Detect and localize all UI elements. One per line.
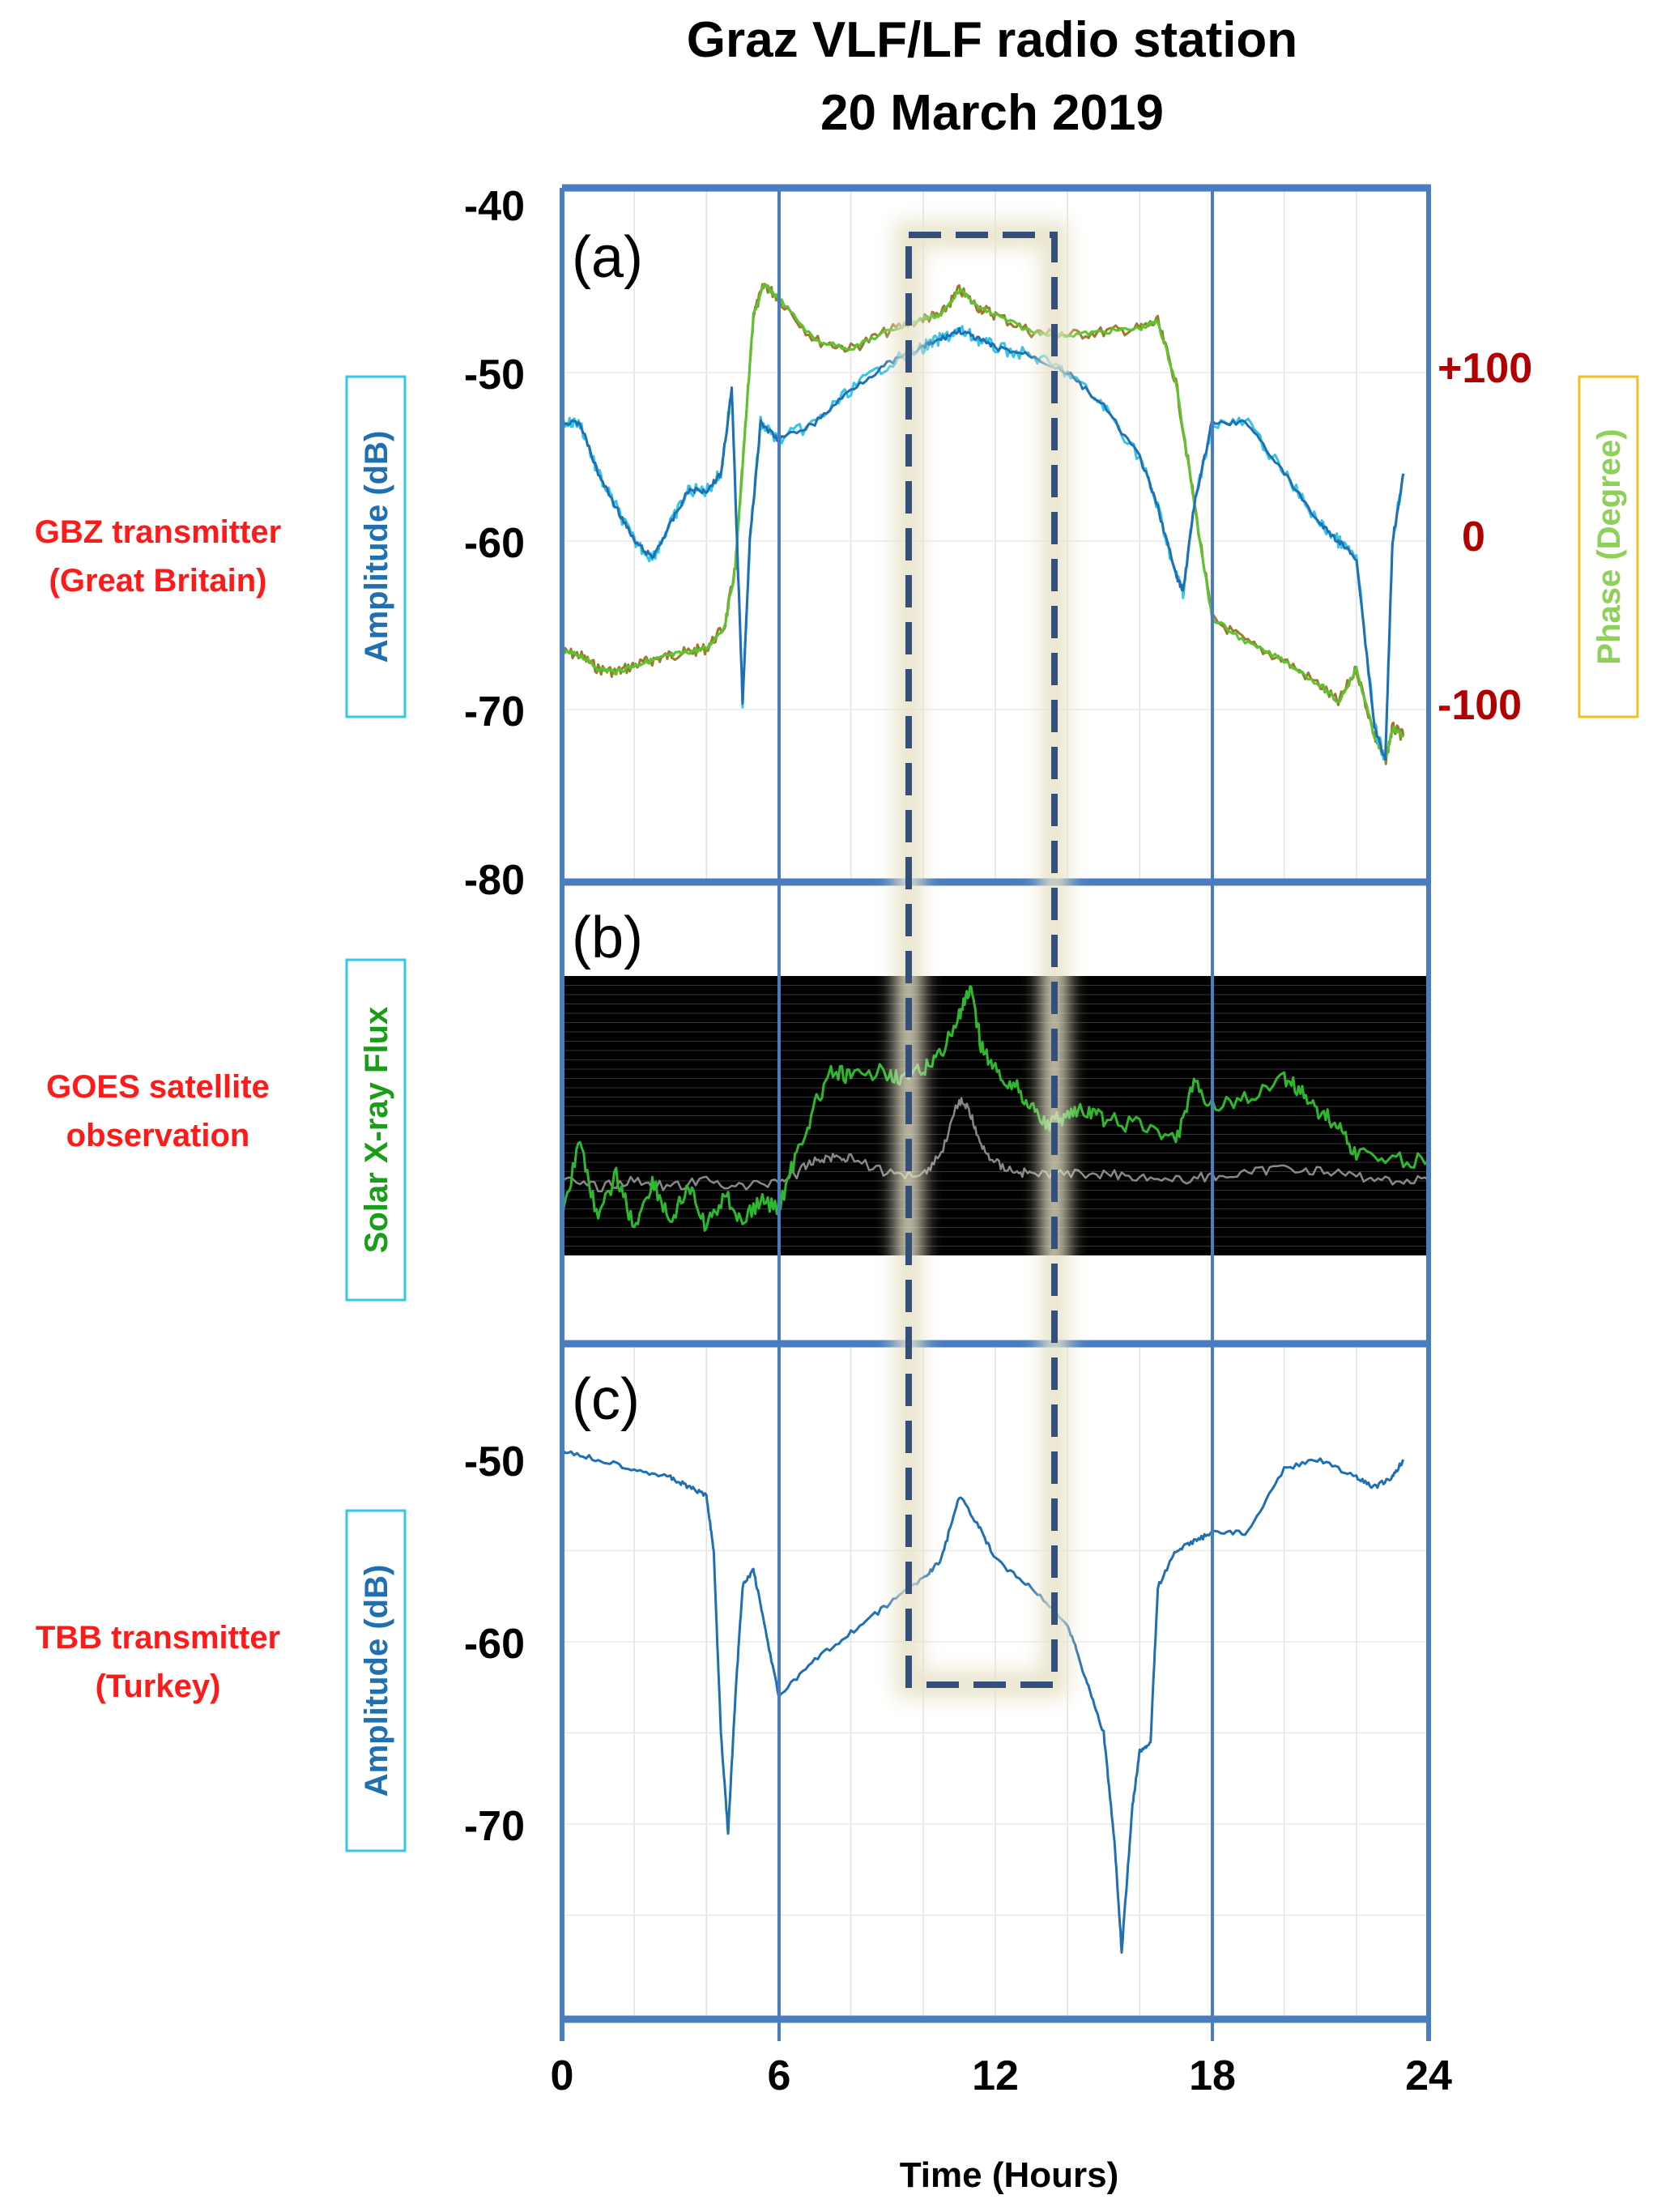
panel-b-ylabel: Solar X-ray Flux (359, 1007, 394, 1254)
x-ticks: 0 6 12 18 24 (551, 2052, 1452, 2099)
panel-a-series (560, 283, 1405, 765)
panel-c-series (560, 1447, 1405, 1954)
y2tick-a: -100 (1438, 682, 1522, 729)
x-axis-label: Time (Hours) (900, 2155, 1119, 2195)
ytick-a: -50 (464, 352, 525, 399)
panel-b-letter: (b) (572, 906, 643, 970)
panel-a-ylabel: Amplitude (dB) (359, 431, 394, 663)
ylabel-c-box (345, 1509, 407, 1852)
light-gridlines (562, 191, 1429, 2016)
xray-short-series-line (561, 1097, 1429, 1193)
panel-frames (560, 184, 1431, 2041)
y2tick-a: 0 (1462, 514, 1485, 560)
panel-c-letter: (c) (572, 1367, 640, 1432)
panel-b-side-label-1: GOES satellite (46, 1069, 270, 1105)
panel-c-yticks: -50 -60 -70 (464, 1438, 525, 1850)
phase-series-line (561, 283, 1405, 765)
panel-c-side-label-1: TBB transmitter (36, 1620, 280, 1656)
xtick: 0 (551, 2052, 574, 2099)
panel-c-ylabel: Amplitude (dB) (359, 1565, 394, 1797)
panel-a-side-label-2: (Great Britain) (49, 563, 267, 599)
panel-a-y2ticks: +100 0 -100 (1438, 345, 1532, 729)
panel-a-letter: (a) (572, 225, 643, 290)
panel-a-side-label-1: GBZ transmitter (35, 514, 282, 550)
ytick-a: -70 (464, 688, 525, 735)
ytick-c: -50 (464, 1438, 525, 1485)
amplitude-a-series-line (560, 325, 1405, 761)
highlight-box (905, 232, 1058, 1688)
chart-title-line1: Graz VLF/LF radio station (687, 12, 1297, 68)
xtick: 12 (972, 2052, 1019, 2099)
panel-c-side-label-2: (Turkey) (96, 1669, 221, 1704)
panel-b-series (560, 985, 1430, 1232)
chart-title-line2: 20 March 2019 (820, 85, 1164, 141)
ytick-a: -60 (464, 520, 525, 567)
y2tick-a: +100 (1438, 345, 1532, 392)
ytick-c: -70 (464, 1803, 525, 1850)
xtick: 24 (1405, 2052, 1452, 2099)
ylabel-b-box (345, 958, 407, 1302)
ylabel-a-right-box (1578, 375, 1639, 718)
panel-a-yticks: -40 -50 -60 -70 -80 (464, 183, 525, 904)
ytick-c: -60 (464, 1621, 525, 1668)
xtick: 6 (768, 2052, 791, 2099)
panel-a-ylabel-right: Phase (Degree) (1591, 428, 1627, 664)
xtick: 18 (1189, 2052, 1236, 2099)
ytick-a: -40 (464, 183, 525, 230)
panel-b-side-label-2: observation (66, 1118, 250, 1153)
ylabel-a-box (345, 375, 407, 718)
amplitude-c-series-line (560, 1447, 1405, 1954)
phase-series-line-highlight (560, 283, 1404, 762)
ytick-a: -80 (464, 857, 525, 904)
amplitude-a-series-line-main (561, 326, 1405, 761)
xray-long-series-line (560, 985, 1430, 1232)
highlight-box-glow (895, 221, 1068, 1698)
